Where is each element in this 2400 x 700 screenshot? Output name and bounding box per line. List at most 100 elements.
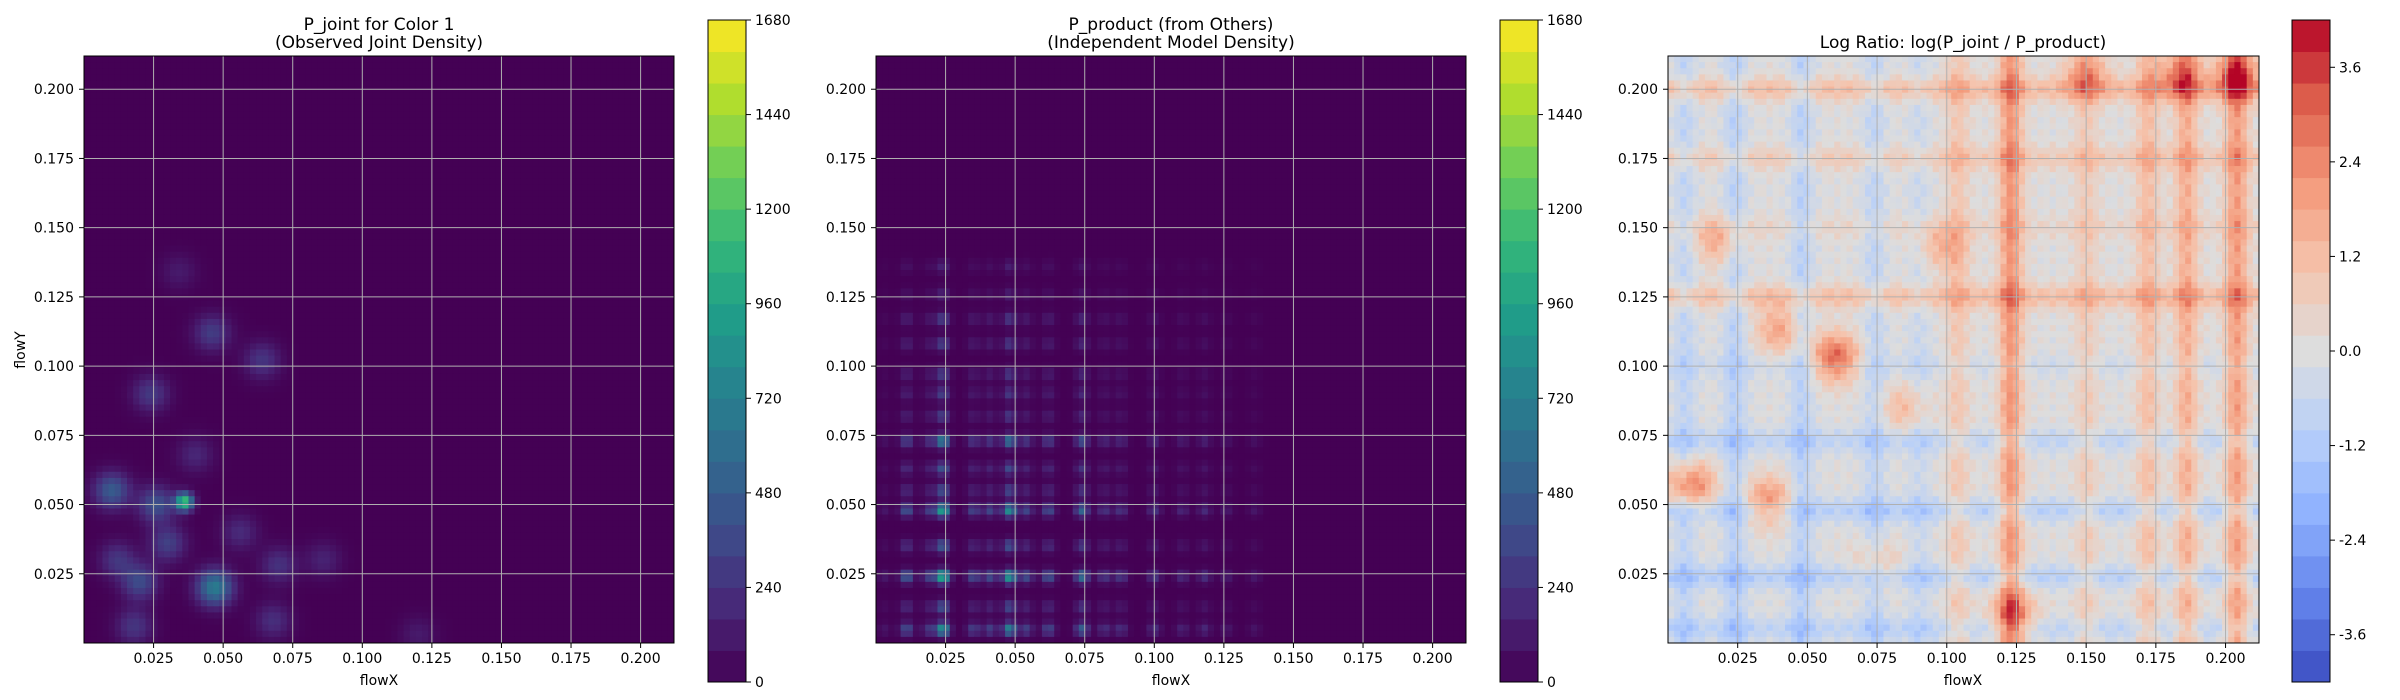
colorbar-level — [2292, 524, 2330, 557]
y-tick-label: 0.100 — [34, 359, 74, 375]
y-tick-label: 0.100 — [1618, 359, 1658, 375]
x-tick-label: 0.200 — [2206, 651, 2246, 667]
colorbar-tick-label: 0 — [755, 675, 764, 691]
y-tick-label: 0.150 — [826, 221, 866, 237]
colorbar-level — [2292, 83, 2330, 116]
colorbar-level — [1500, 650, 1538, 683]
y-tick-label: 0.125 — [826, 290, 866, 306]
colorbar-level — [2292, 20, 2330, 53]
colorbar-level — [708, 51, 746, 84]
colorbar-tick-label: 240 — [1547, 580, 1574, 596]
x-tick-label: 0.200 — [621, 651, 661, 667]
x-tick-label: 0.025 — [926, 651, 966, 667]
colorbar-level — [1500, 209, 1538, 242]
panel-title: P_product (from Others) (Independent Mode… — [1047, 15, 1295, 53]
y-tick-label: 0.150 — [34, 221, 74, 237]
panel-title: P_joint for Color 1 (Observed Joint Densi… — [275, 15, 483, 53]
colorbar-level — [1500, 587, 1538, 620]
colorbar-level — [1500, 461, 1538, 494]
x-tick-label: 0.075 — [273, 651, 313, 667]
colorbar-level — [2292, 461, 2330, 494]
colorbar-level — [708, 209, 746, 242]
colorbar-tick-label: 1.2 — [2339, 249, 2361, 265]
colorbar-frame — [707, 19, 747, 683]
colorbar-tick-label: 480 — [755, 486, 782, 502]
grid-lines — [84, 56, 674, 643]
x-axis-label: flowX — [360, 673, 399, 689]
colorbar-level — [2292, 51, 2330, 84]
colorbar-level — [1500, 177, 1538, 210]
colorbar-level — [1500, 51, 1538, 84]
y-tick-label: 0.100 — [826, 359, 866, 375]
colorbar-level — [1500, 492, 1538, 525]
y-tick-label: 0.025 — [34, 567, 74, 583]
colorbar-tick-label: 240 — [755, 580, 782, 596]
y-tick-label: 0.075 — [1618, 428, 1658, 444]
colorbar-tick-label: 3.6 — [2339, 60, 2361, 76]
colorbar-level — [2292, 587, 2330, 620]
colorbar-level — [1500, 618, 1538, 651]
colorbar-level — [2292, 177, 2330, 210]
colorbar-frame — [1499, 19, 1539, 683]
colorbar-level — [708, 335, 746, 368]
colorbar-level — [1500, 366, 1538, 399]
colorbar-tick-label: 0.0 — [2339, 344, 2361, 360]
colorbar-level — [708, 650, 746, 683]
colorbar-level — [708, 366, 746, 399]
colorbar-level — [708, 240, 746, 273]
y-tick-label: 0.025 — [826, 567, 866, 583]
heatmap — [876, 56, 1466, 643]
plot-frame — [83, 55, 675, 644]
panel-product-density: P_product (from Others) (Independent Mode… — [826, 13, 1583, 691]
colorbar-level — [2292, 650, 2330, 683]
x-axis-ticks: 0.025 0.050 0.075 0.100 0.125 0.150 0.175 0.200 — [926, 643, 1453, 667]
colorbar-tick-label: 720 — [755, 391, 782, 407]
y-tick-label: 0.200 — [34, 82, 74, 98]
colorbar-level — [1500, 83, 1538, 116]
y-axis-ticks: 0.025 0.050 0.075 0.100 0.125 0.150 0.175 0.200 — [1618, 82, 1668, 583]
x-tick-label: 0.050 — [995, 651, 1035, 667]
plot-frame — [1667, 55, 2260, 644]
y-tick-label: 0.125 — [1618, 290, 1658, 306]
colorbar-level — [708, 618, 746, 651]
colorbar-tick-label: -3.6 — [2339, 628, 2366, 644]
colorbar-level — [2292, 398, 2330, 431]
y-axis-label: flowY — [13, 331, 29, 369]
colorbar-level — [708, 492, 746, 525]
colorbar-level — [708, 461, 746, 494]
x-tick-label: 0.075 — [1065, 651, 1105, 667]
colorbar-level — [2292, 335, 2330, 368]
colorbar-level — [708, 114, 746, 147]
y-tick-label: 0.050 — [34, 498, 74, 514]
colorbar-level — [708, 429, 746, 462]
colorbar-level — [2292, 240, 2330, 273]
colorbar-level — [708, 524, 746, 557]
colorbar-level — [1500, 429, 1538, 462]
y-tick-label: 0.200 — [826, 82, 866, 98]
colorbar-level — [708, 398, 746, 431]
colorbar-level — [2292, 429, 2330, 462]
y-tick-label: 0.175 — [1618, 151, 1658, 167]
y-axis-ticks: 0.025 0.050 0.075 0.100 0.125 0.150 0.175 0.200 — [34, 82, 84, 583]
colorbar-tick-label: 1680 — [755, 13, 791, 29]
colorbar-level — [708, 303, 746, 336]
x-tick-label: 0.150 — [1273, 651, 1313, 667]
colorbar-level — [708, 20, 746, 53]
x-tick-label: 0.100 — [1134, 651, 1174, 667]
x-tick-label: 0.075 — [1857, 651, 1897, 667]
heatmap — [84, 56, 674, 643]
x-tick-label: 0.025 — [1718, 651, 1758, 667]
y-tick-label: 0.175 — [826, 151, 866, 167]
x-tick-label: 0.175 — [1343, 651, 1383, 667]
grid-lines — [1668, 56, 2259, 643]
colorbar-level — [1500, 114, 1538, 147]
colorbar-level — [2292, 272, 2330, 305]
colorbar-tick-label: 1440 — [755, 108, 791, 124]
colorbar-level — [708, 146, 746, 179]
y-tick-label: 0.075 — [34, 428, 74, 444]
colorbar-level — [1500, 555, 1538, 588]
colorbar: -3.6 -2.4 -1.2 0.0 1.2 2.4 3.6 — [2291, 19, 2366, 683]
colorbar-level — [2292, 366, 2330, 399]
x-tick-label: 0.050 — [203, 651, 243, 667]
colorbar-level — [708, 555, 746, 588]
